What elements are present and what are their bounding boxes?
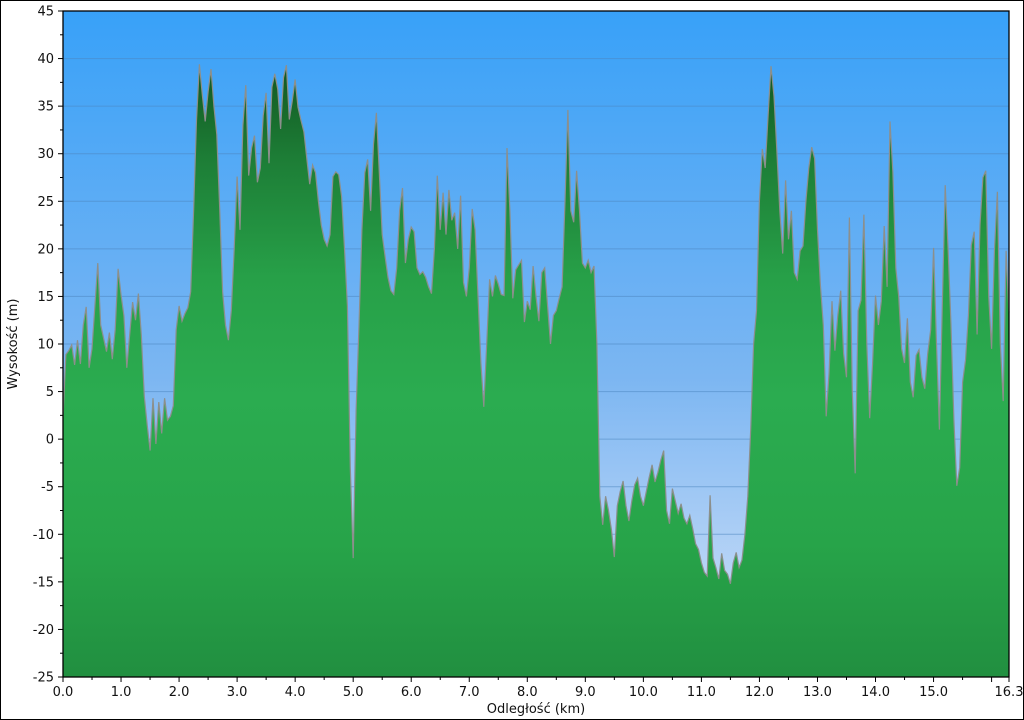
y-tick-label: 20 <box>37 242 54 257</box>
x-tick-label: 1.0 <box>111 685 132 700</box>
x-tick-label: 3.0 <box>227 685 248 700</box>
terrain-outline <box>62 64 1010 584</box>
y-tick-label: -10 <box>33 528 54 543</box>
y-tick-label: 35 <box>37 100 54 115</box>
y-tick-label: 10 <box>37 338 54 353</box>
y-tick-label: 5 <box>46 385 54 400</box>
terrain-fill <box>63 64 1009 678</box>
x-tick-label: 9.0 <box>575 685 596 700</box>
x-tick-label: 4.0 <box>285 685 306 700</box>
x-tick-label: 8.0 <box>517 685 538 700</box>
x-tick-label: 16.3 <box>995 685 1024 700</box>
y-tick-label: 40 <box>37 52 54 67</box>
x-tick-label: 13.0 <box>803 685 832 700</box>
y-tick-label: 45 <box>37 5 54 20</box>
y-tick-label: -25 <box>33 671 54 686</box>
y-tick-label: 0 <box>46 433 54 448</box>
y-tick-label: 25 <box>37 195 54 210</box>
x-tick-label: 14.0 <box>861 685 890 700</box>
x-tick-label: 11.0 <box>687 685 716 700</box>
y-axis-title: Wysokość (m) <box>6 299 21 390</box>
x-tick-label: 10.0 <box>629 685 658 700</box>
x-tick-label: 2.0 <box>169 685 190 700</box>
x-tick-label: 6.0 <box>401 685 422 700</box>
x-axis-tick-labels: 0.0 1.0 2.0 3.0 4.0 5.0 6.0 7.0 8.0 9.0 10.0 11.0 12… <box>53 685 1024 700</box>
y-tick-label: 30 <box>37 147 54 162</box>
y-tick-label: -20 <box>33 623 54 638</box>
x-tick-label: 15.0 <box>919 685 948 700</box>
x-tick-label: 12.0 <box>745 685 774 700</box>
x-tick-label: 0.0 <box>53 685 74 700</box>
y-tick-label: -15 <box>33 575 54 590</box>
axis-ticks <box>58 10 1010 682</box>
elevation-area-series <box>62 64 1010 678</box>
x-axis-title: Odległość (km) <box>487 702 585 717</box>
y-tick-label: 15 <box>37 290 54 305</box>
y-axis-tick-labels: 45 40 35 30 25 20 15 10 5 0 -5 -10 -15 -20 -25 <box>33 5 54 686</box>
x-tick-label: 5.0 <box>343 685 364 700</box>
y-tick-label: -5 <box>41 480 54 495</box>
x-tick-label: 7.0 <box>459 685 480 700</box>
